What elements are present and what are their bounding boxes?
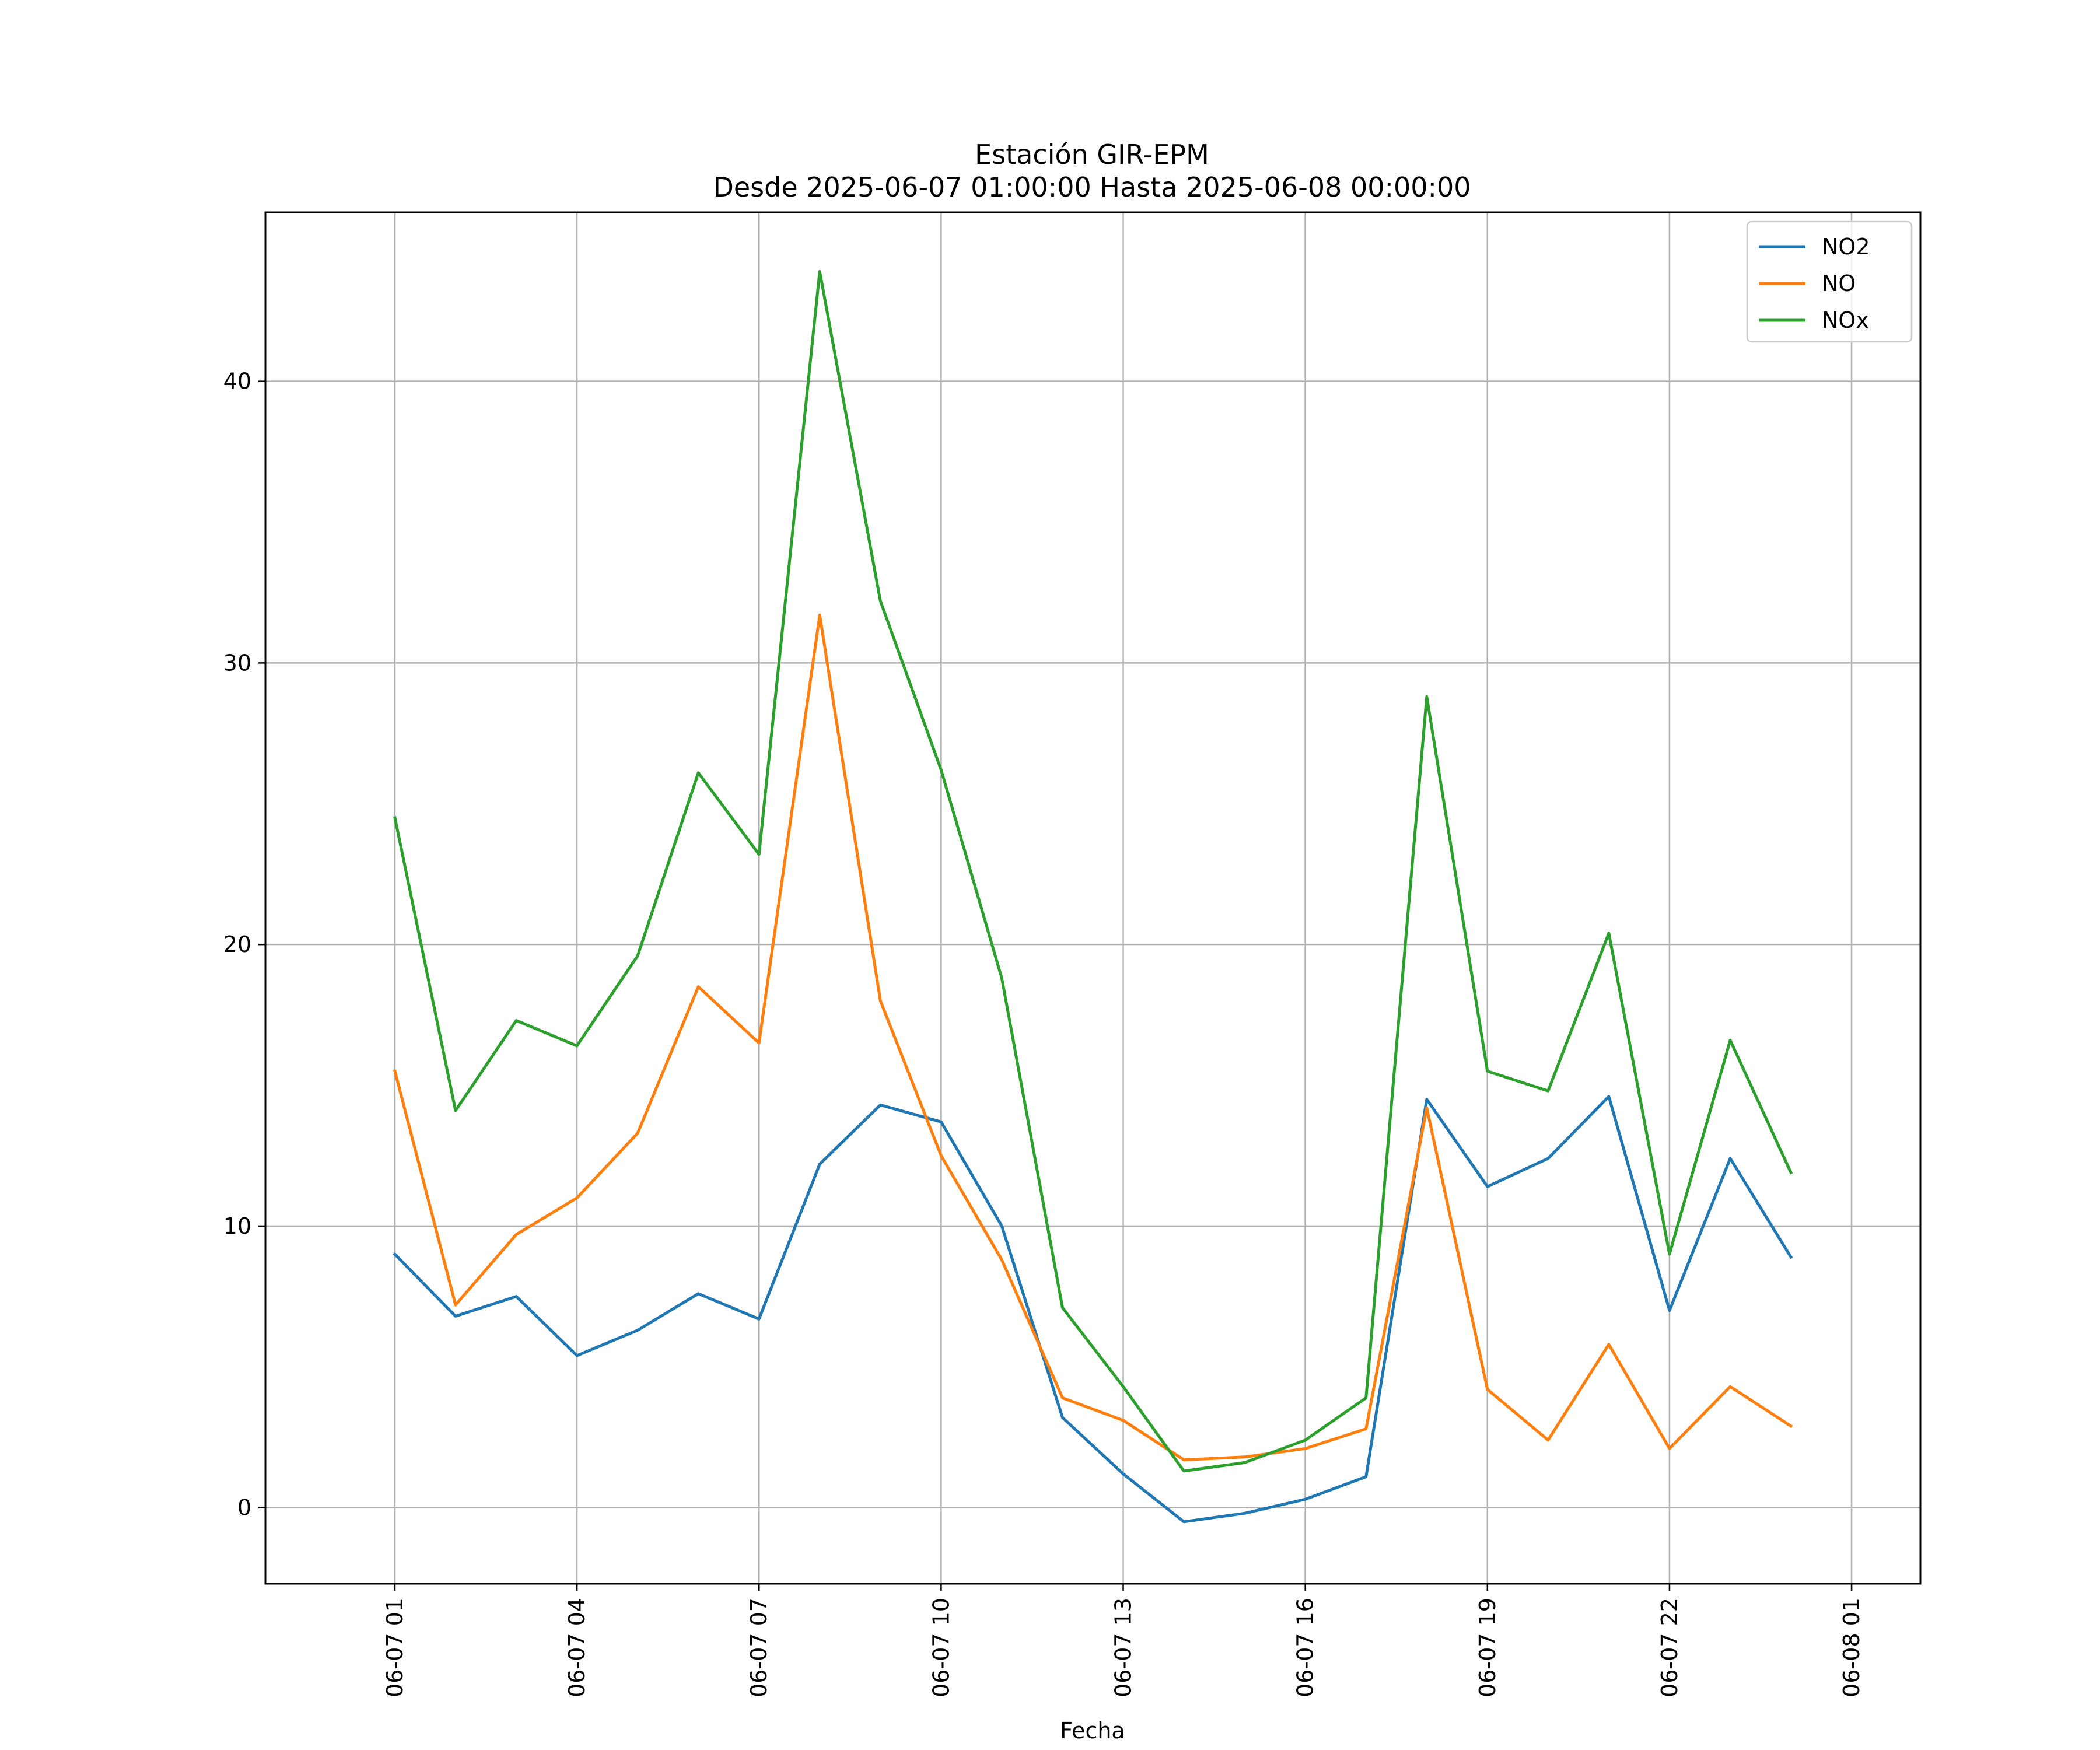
legend-label-no: NO (1822, 271, 1856, 296)
y-tick-label: 40 (223, 369, 251, 394)
x-tick-label: 06-07 10 (928, 1598, 954, 1698)
series-line-no2 (393, 1095, 1793, 1524)
x-tick-label: 06-07 07 (746, 1598, 772, 1698)
legend-box (1746, 220, 1913, 343)
y-axis: 0 10 20 30 40 (223, 369, 265, 1521)
y-tick-label: 0 (237, 1495, 251, 1521)
y-tick-label: 10 (223, 1213, 251, 1239)
chart-subtitle: Desde 2025-06-07 01:00:00 Hasta 2025-06-… (713, 172, 1471, 203)
y-tick-label: 20 (223, 932, 251, 957)
series-line-nox (393, 270, 1793, 1473)
x-tick-label: 06-07 13 (1111, 1598, 1136, 1698)
x-tick-label: 06-07 16 (1293, 1598, 1318, 1698)
chart-title: Estación GIR-EPM (975, 139, 1209, 170)
series-line-no (393, 613, 1793, 1462)
x-tick-label: 06-07 01 (382, 1598, 408, 1698)
grid (265, 212, 1920, 1584)
series-lines (393, 270, 1793, 1524)
x-tick-label: 06-08 01 (1839, 1598, 1864, 1698)
y-tick-label: 30 (223, 650, 251, 676)
plot-frame (264, 211, 1922, 1585)
x-tick-label: 06-07 04 (564, 1598, 590, 1698)
x-tick-label: 06-07 19 (1475, 1598, 1500, 1698)
legend-label-nox: NOx (1822, 307, 1869, 333)
x-tick-label: 06-07 22 (1657, 1598, 1682, 1698)
x-axis: 06-07 01 06-07 04 06-07 07 06-07 10 06-07 13… (382, 1584, 1864, 1698)
x-axis-label: Fecha (1060, 1718, 1125, 1744)
legend-label-no2: NO2 (1822, 234, 1870, 260)
legend: NO2 NO NOx (1746, 220, 1913, 343)
